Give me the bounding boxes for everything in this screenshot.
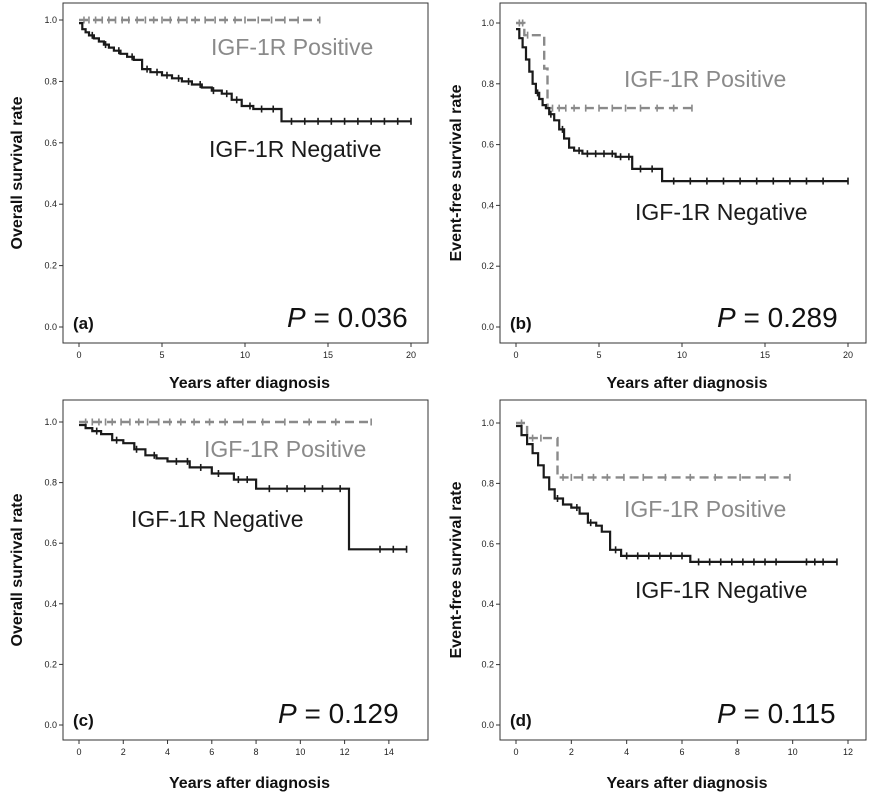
y-tick-label: 0.4	[481, 200, 494, 210]
plot-frame	[499, 399, 867, 741]
x-tick-label: 5	[159, 350, 164, 360]
y-tick-label: 0.6	[44, 538, 57, 548]
panel-label: (b)	[510, 314, 532, 333]
panel-label: (d)	[510, 711, 532, 730]
y-tick-label: 0.2	[44, 659, 57, 669]
x-tick-label: 0	[76, 747, 81, 757]
y-tick-label: 0.0	[481, 322, 494, 332]
x-axis-title: Years after diagnosis	[607, 775, 768, 792]
p-value: P = 0.289	[717, 302, 838, 333]
x-tick-label: 20	[406, 350, 416, 360]
x-tick-label: 20	[843, 350, 853, 360]
x-axis-title: Years after diagnosis	[169, 375, 330, 392]
y-tick-label: 0.8	[44, 76, 57, 86]
series-label-negative: IGF-1R Negative	[131, 506, 304, 532]
plot-frame	[499, 2, 867, 344]
x-tick-label: 8	[735, 747, 740, 757]
y-tick-label: 0.2	[44, 261, 57, 271]
series-label-positive: IGF-1R Positive	[211, 34, 373, 60]
p-equals: =	[306, 302, 338, 333]
y-axis-title: Event-free survival rate	[448, 84, 465, 261]
p-value: P = 0.036	[287, 302, 408, 333]
x-tick-label: 15	[760, 350, 770, 360]
series-line-positive	[516, 21, 692, 110]
y-tick-label: 0.8	[44, 478, 57, 488]
x-tick-label: 10	[295, 747, 305, 757]
p-value: P = 0.129	[278, 698, 399, 729]
x-tick-label: 15	[323, 350, 333, 360]
chart-panel-c: 0.0 0.2 0.4 0.6 0.8 1.0 0 2 4 6 8 10 12 14 Years after…	[9, 399, 429, 792]
x-tick-label: 2	[121, 747, 126, 757]
chart-panel-a: 0.0 0.2 0.4 0.6 0.8 1.0 0 5 10 15 20 Years after di…	[9, 2, 429, 392]
y-tick-label: 0.4	[44, 199, 57, 209]
x-tick-label: 4	[624, 747, 629, 757]
series-label-negative: IGF-1R Negative	[635, 577, 808, 603]
x-tick-label: 10	[240, 350, 250, 360]
p-equals: =	[736, 698, 768, 729]
p-symbol: P	[717, 698, 736, 729]
panel-label: (a)	[73, 314, 94, 333]
y-axis-title: Overall survival rate	[9, 96, 26, 249]
y-tick-label: 0.6	[44, 138, 57, 148]
y-tick-label: 0.2	[481, 660, 494, 670]
y-tick-label: 0.6	[481, 539, 494, 549]
p-equals: =	[297, 698, 329, 729]
series-label-negative: IGF-1R Negative	[635, 199, 808, 225]
y-tick-label: 0.0	[44, 322, 57, 332]
y-tick-label: 0.8	[481, 79, 494, 89]
y-tick-label: 0.2	[481, 261, 494, 271]
y-tick-label: 0.6	[481, 140, 494, 150]
y-tick-label: 0.4	[44, 599, 57, 609]
y-tick-label: 0.0	[481, 720, 494, 730]
x-tick-label: 8	[254, 747, 259, 757]
y-tick-label: 1.0	[481, 418, 494, 428]
p-value-number: 0.036	[338, 302, 408, 333]
x-axis-title: Years after diagnosis	[607, 375, 768, 392]
p-symbol: P	[717, 302, 736, 333]
x-tick-label: 6	[679, 747, 684, 757]
y-axis-title: Overall survival rate	[9, 493, 26, 646]
x-tick-label: 4	[165, 747, 170, 757]
x-axis-title: Years after diagnosis	[169, 775, 330, 792]
y-tick-label: 0.8	[481, 478, 494, 488]
y-axis-title: Event-free survival rate	[448, 481, 465, 658]
y-tick-label: 0.4	[481, 599, 494, 609]
x-tick-label: 10	[788, 747, 798, 757]
panel-label: (c)	[73, 711, 94, 730]
series-label-positive: IGF-1R Positive	[624, 496, 786, 522]
y-tick-label: 1.0	[44, 417, 57, 427]
y-tick-label: 1.0	[481, 18, 494, 28]
p-equals: =	[736, 302, 768, 333]
p-value-number: 0.115	[768, 698, 836, 729]
x-tick-label: 14	[384, 747, 394, 757]
series-line-positive	[516, 421, 790, 479]
p-symbol: P	[278, 698, 297, 729]
p-value: P = 0.115	[717, 698, 836, 729]
x-tick-label: 0	[76, 350, 81, 360]
x-tick-label: 0	[513, 350, 518, 360]
x-tick-label: 10	[677, 350, 687, 360]
y-tick-label: 1.0	[44, 15, 57, 25]
x-tick-label: 12	[340, 747, 350, 757]
chart-panel-d: 0.0 0.2 0.4 0.6 0.8 1.0 0 2 4 6 8 10 12 Years after d…	[448, 399, 867, 792]
x-tick-label: 2	[569, 747, 574, 757]
p-value-number: 0.129	[329, 698, 399, 729]
x-tick-label: 12	[843, 747, 853, 757]
series-label-positive: IGF-1R Positive	[624, 66, 786, 92]
p-value-number: 0.289	[768, 302, 838, 333]
series-line-negative	[516, 28, 848, 183]
x-tick-label: 5	[596, 350, 601, 360]
chart-panel-b: 0.0 0.2 0.4 0.6 0.8 1.0 0 5 10 15 20 Years after di…	[448, 2, 867, 392]
series-label-negative: IGF-1R Negative	[209, 136, 382, 162]
p-symbol: P	[287, 302, 306, 333]
y-tick-label: 0.0	[44, 720, 57, 730]
series-line-negative	[79, 22, 411, 123]
x-tick-label: 0	[513, 747, 518, 757]
series-label-positive: IGF-1R Positive	[204, 436, 366, 462]
series-line-negative	[79, 423, 407, 551]
plot-frame	[62, 399, 429, 741]
series-line-negative	[516, 424, 837, 563]
x-tick-label: 6	[209, 747, 214, 757]
